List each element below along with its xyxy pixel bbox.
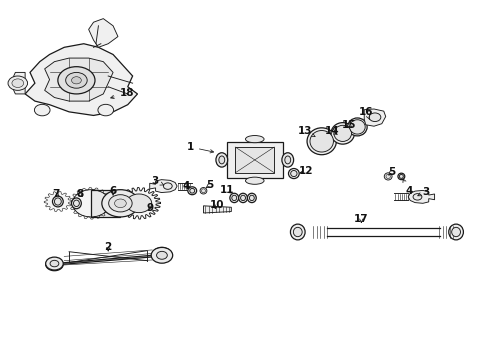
Circle shape (34, 104, 50, 116)
Polygon shape (45, 58, 113, 101)
Ellipse shape (232, 195, 237, 201)
Text: 9: 9 (146, 203, 153, 213)
Ellipse shape (249, 195, 254, 201)
Ellipse shape (247, 193, 256, 203)
Text: 1: 1 (187, 142, 214, 153)
Polygon shape (10, 72, 25, 94)
Polygon shape (91, 190, 121, 217)
Text: 8: 8 (76, 189, 83, 199)
Polygon shape (46, 247, 172, 271)
Ellipse shape (307, 128, 336, 155)
Circle shape (72, 77, 81, 84)
Text: 12: 12 (298, 166, 313, 176)
Ellipse shape (289, 168, 299, 179)
Text: 6: 6 (109, 186, 117, 197)
Polygon shape (203, 206, 231, 213)
Ellipse shape (294, 227, 302, 237)
Text: 13: 13 (297, 126, 315, 136)
Ellipse shape (74, 200, 79, 207)
Polygon shape (89, 19, 118, 47)
Circle shape (50, 260, 59, 267)
Text: 2: 2 (104, 242, 112, 252)
Text: 14: 14 (325, 126, 339, 136)
Ellipse shape (449, 224, 464, 240)
Text: 5: 5 (388, 167, 395, 177)
Text: 3: 3 (151, 176, 164, 186)
Circle shape (46, 257, 63, 270)
Ellipse shape (245, 135, 264, 143)
Ellipse shape (201, 189, 205, 193)
Text: 4: 4 (183, 181, 190, 192)
Circle shape (109, 195, 132, 212)
Circle shape (369, 113, 381, 122)
Text: 4: 4 (403, 179, 413, 197)
Ellipse shape (347, 118, 367, 136)
Polygon shape (70, 188, 113, 219)
Text: 11: 11 (220, 185, 234, 195)
Ellipse shape (72, 198, 81, 209)
Polygon shape (25, 44, 138, 116)
Polygon shape (408, 190, 435, 203)
Ellipse shape (188, 187, 196, 195)
Ellipse shape (310, 131, 333, 152)
Ellipse shape (216, 153, 228, 167)
Polygon shape (235, 147, 274, 173)
Ellipse shape (52, 196, 63, 207)
Ellipse shape (331, 123, 354, 144)
Polygon shape (44, 192, 72, 211)
Circle shape (66, 72, 87, 88)
Circle shape (58, 67, 95, 94)
Ellipse shape (245, 177, 264, 184)
Ellipse shape (386, 174, 391, 179)
Ellipse shape (291, 224, 305, 240)
Polygon shape (227, 142, 283, 178)
Text: 3: 3 (418, 187, 429, 197)
Ellipse shape (54, 198, 61, 205)
Ellipse shape (399, 175, 403, 179)
Polygon shape (364, 109, 386, 126)
Ellipse shape (349, 120, 365, 134)
Ellipse shape (239, 193, 247, 203)
Ellipse shape (219, 156, 225, 164)
Text: 7: 7 (52, 189, 60, 199)
Text: 17: 17 (354, 215, 368, 224)
Circle shape (102, 190, 139, 217)
Ellipse shape (452, 227, 461, 237)
Circle shape (98, 104, 114, 116)
Ellipse shape (230, 193, 239, 203)
Ellipse shape (384, 173, 392, 180)
Text: 5: 5 (206, 180, 214, 190)
Ellipse shape (241, 195, 245, 201)
Ellipse shape (190, 188, 195, 193)
Circle shape (12, 79, 24, 87)
Ellipse shape (291, 171, 297, 177)
Polygon shape (150, 180, 177, 193)
Ellipse shape (282, 153, 294, 167)
Circle shape (163, 183, 172, 189)
Ellipse shape (285, 156, 291, 164)
Polygon shape (118, 188, 160, 219)
Ellipse shape (334, 125, 351, 141)
Circle shape (157, 251, 167, 259)
Text: 10: 10 (210, 200, 224, 210)
Circle shape (115, 199, 126, 208)
Ellipse shape (200, 188, 207, 194)
Circle shape (151, 247, 172, 263)
Ellipse shape (398, 173, 405, 180)
Text: 16: 16 (359, 107, 373, 120)
Circle shape (413, 194, 422, 200)
Circle shape (126, 194, 152, 213)
Text: 18: 18 (111, 88, 134, 99)
Circle shape (8, 76, 27, 90)
Text: 15: 15 (342, 120, 356, 130)
